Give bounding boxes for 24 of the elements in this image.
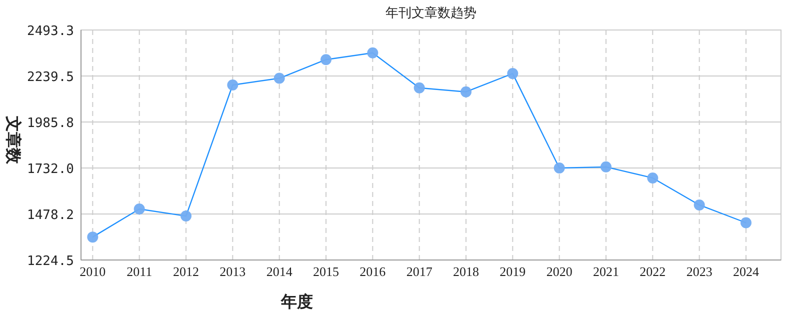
chart-title: 年刊文章数趋势 <box>386 5 476 20</box>
x-tick-label: 2021 <box>593 264 619 279</box>
x-axis-title: 年度 <box>280 292 313 311</box>
x-tick-label: 2010 <box>80 264 106 279</box>
y-axis-title: 文章数 <box>4 115 22 165</box>
x-tick-label: 2016 <box>360 264 386 279</box>
x-tick-label: 2020 <box>546 264 572 279</box>
x-tick-label: 2013 <box>220 264 246 279</box>
x-tick-label: 2017 <box>406 264 433 279</box>
y-tick-label: 1224.5 <box>27 254 74 269</box>
y-tick-label: 1478.2 <box>27 208 74 224</box>
y-tick-label: 1985.8 <box>27 116 74 131</box>
y-tick-label: 1732.0 <box>27 162 74 178</box>
y-tick-label: 2239.5 <box>27 70 74 86</box>
x-tick-label: 2024 <box>733 264 760 279</box>
x-tick-label: 2015 <box>313 264 339 279</box>
x-tick-label: 2011 <box>126 264 152 279</box>
x-tick-label: 2023 <box>686 264 712 279</box>
x-tick-label: 2012 <box>173 264 199 279</box>
y-tick-label: 2493.3 <box>27 24 74 39</box>
x-tick-label: 2018 <box>453 264 479 279</box>
x-tick-label: 2014 <box>266 264 293 279</box>
x-tick-label: 2022 <box>640 264 666 279</box>
x-tick-label: 2019 <box>500 264 526 279</box>
